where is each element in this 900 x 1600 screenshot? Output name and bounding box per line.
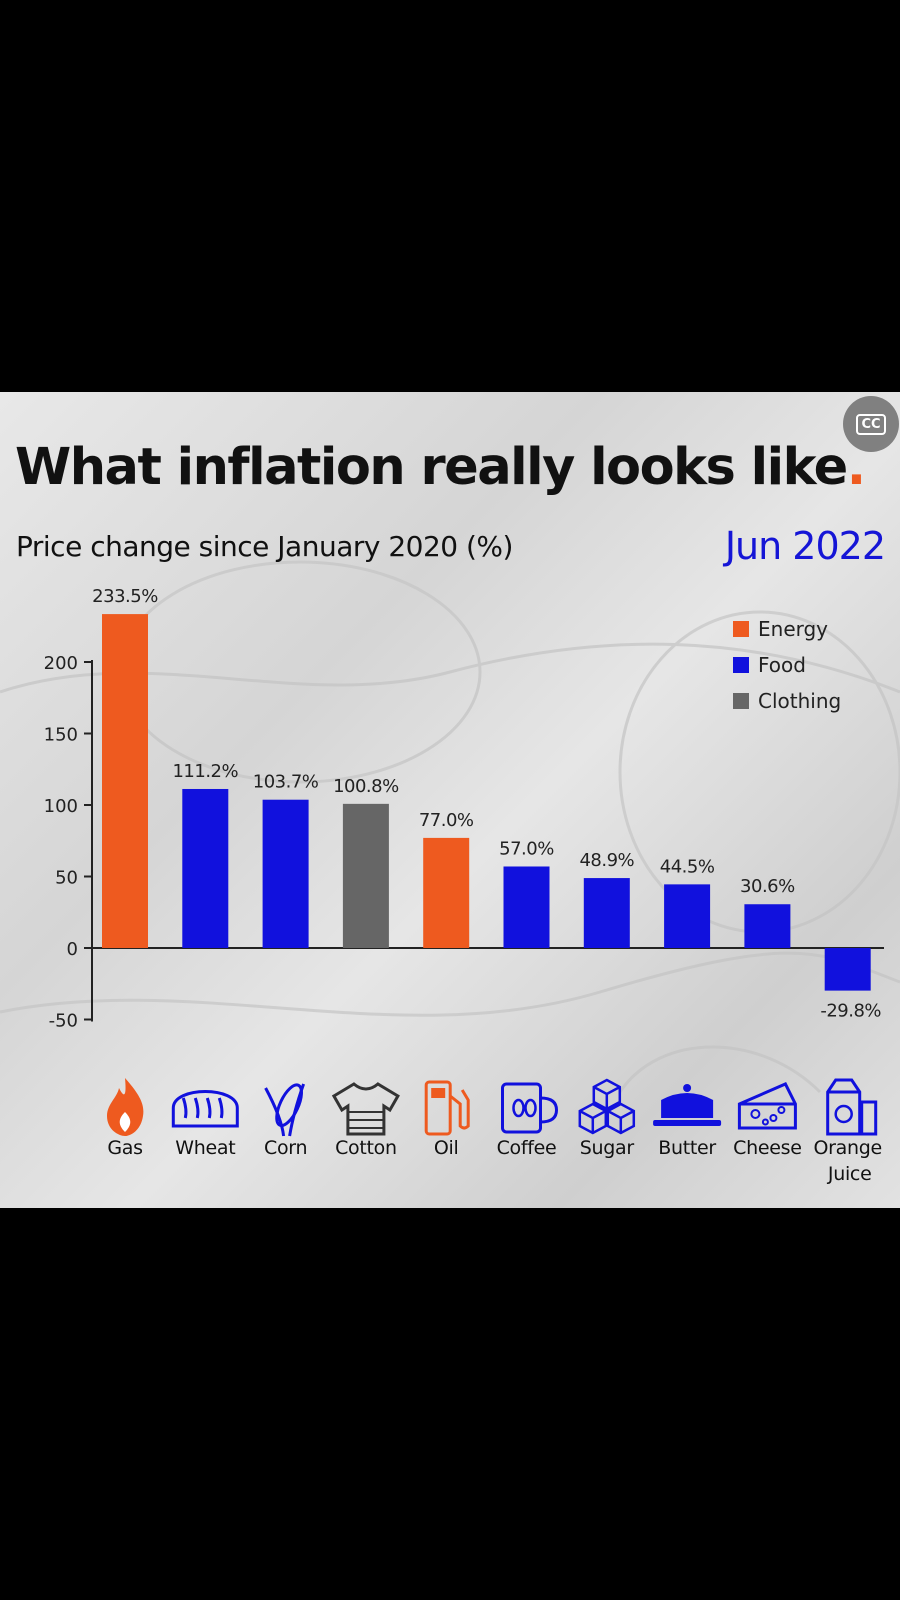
chart-subtitle: Price change since January 2020 (%) — [16, 530, 513, 563]
category-label: Cheese — [733, 1137, 801, 1159]
y-tick-label: 200 — [44, 653, 78, 674]
category-label: Oil — [434, 1137, 459, 1159]
category-icons — [107, 1078, 878, 1137]
chart-title: What inflation really looks like. — [15, 438, 866, 497]
value-label: 233.5% — [92, 586, 158, 607]
legend-swatch-food — [733, 657, 749, 673]
bar-wheat — [182, 788, 229, 948]
flame-icon — [107, 1078, 144, 1136]
category-label: Gas — [107, 1137, 142, 1159]
sugar-cubes-icon — [578, 1078, 636, 1135]
value-label: 100.8% — [333, 776, 399, 797]
bar-coffee — [503, 866, 550, 948]
chart-title-dot: . — [846, 438, 866, 497]
chart-date: Jun 2022 — [724, 524, 886, 568]
legend-item-food: Food — [758, 653, 806, 677]
category-label: Cotton — [335, 1137, 397, 1159]
category-labels: Gas Wheat Corn Cotton Oil Coffee Sugar Butter Ch… — [107, 1137, 882, 1185]
value-labels: 233.5% 111.2% 103.7% 100.8% 77.0% 57.0% 48.9% 4… — [92, 586, 882, 1022]
value-label: -29.8% — [820, 1001, 881, 1022]
tshirt-icon — [331, 1082, 400, 1136]
value-label: 30.6% — [740, 876, 795, 897]
legend-swatch-clothing — [733, 693, 749, 709]
category-label: Butter — [658, 1137, 716, 1159]
bar-corn — [262, 799, 309, 948]
chart-title-text: What inflation really looks like — [15, 438, 848, 497]
legend: Energy Food Clothing — [733, 617, 841, 713]
value-label: 44.5% — [660, 856, 715, 877]
fuel-pump-icon — [424, 1080, 470, 1136]
y-tick-label: 50 — [55, 868, 78, 889]
bar-butter — [664, 884, 711, 948]
bar-orange-juice — [824, 948, 871, 991]
y-tick-label: 150 — [44, 725, 78, 746]
legend-swatch-energy — [733, 621, 749, 637]
category-label: Orange Juice — [813, 1137, 881, 1185]
coffee-cup-icon — [501, 1082, 559, 1134]
closed-captions-button[interactable]: CC — [843, 396, 899, 452]
legend-item-energy: Energy — [758, 617, 828, 641]
value-label: 103.7% — [253, 772, 319, 793]
value-label: 48.9% — [579, 850, 634, 871]
category-label: Corn — [264, 1137, 307, 1159]
bars — [102, 614, 871, 991]
value-label: 57.0% — [499, 838, 554, 859]
value-label: 111.2% — [172, 761, 238, 782]
bread-icon — [171, 1090, 239, 1128]
y-tick-label: 0 — [67, 939, 78, 960]
category-label: Wheat — [175, 1137, 235, 1159]
value-label: 77.0% — [419, 810, 474, 831]
bar-oil — [423, 837, 470, 948]
cheese-icon — [737, 1082, 797, 1130]
bar-sugar — [583, 878, 630, 948]
bar-gas — [102, 614, 148, 948]
category-label: Coffee — [497, 1137, 557, 1159]
category-label: Sugar — [580, 1137, 635, 1159]
legend-item-clothing: Clothing — [758, 689, 841, 713]
y-tick-label: 100 — [44, 796, 78, 817]
juice-carton-icon — [826, 1078, 878, 1136]
bar-cheese — [744, 904, 791, 948]
y-tick-label: -50 — [49, 1011, 78, 1032]
butter-dish-icon — [653, 1084, 722, 1126]
bar-cotton — [342, 803, 389, 948]
corn-icon — [264, 1083, 306, 1137]
closed-captions-icon: CC — [856, 413, 886, 435]
